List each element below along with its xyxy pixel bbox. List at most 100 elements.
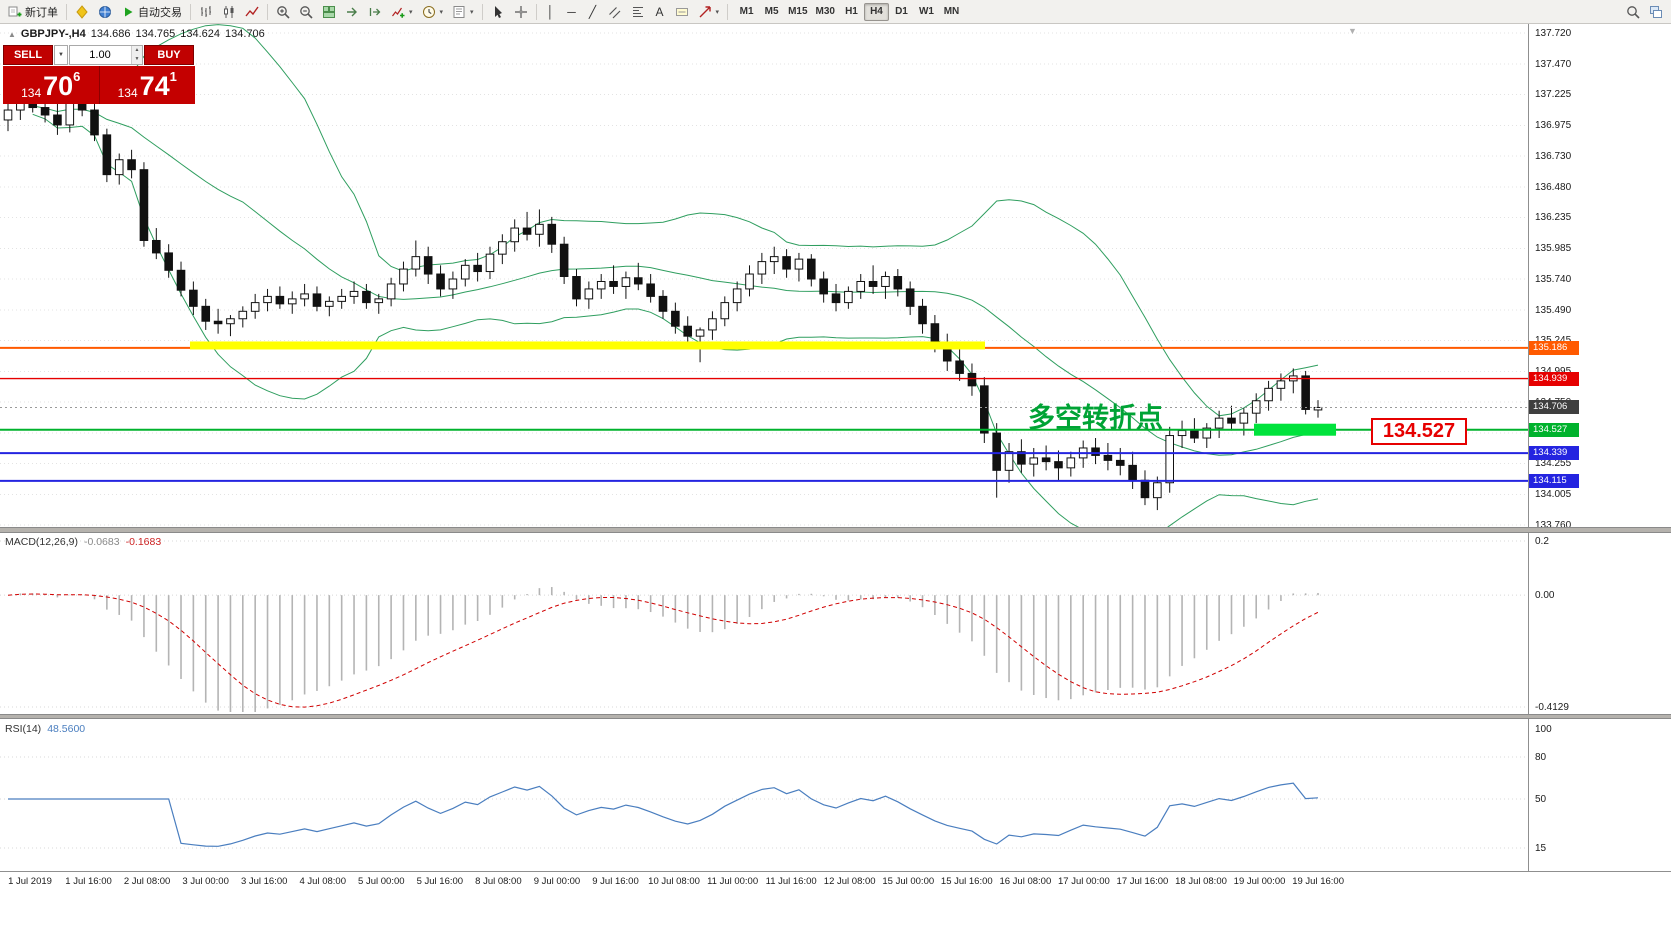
- macd-label: MACD(12,26,9) -0.0683 -0.1683: [5, 536, 161, 548]
- main-price-chart[interactable]: [0, 24, 1528, 527]
- new-order-button[interactable]: 新订单: [4, 2, 62, 22]
- tile-windows-icon: [323, 5, 335, 18]
- vertical-line-icon: │: [546, 4, 555, 19]
- candles: [3, 85, 1323, 511]
- volume-field-wrap: ▲ ▼: [69, 45, 143, 65]
- time-axis[interactable]: 1 Jul 2019 1 Jul 16:00 2 Jul 08:00 3 Jul 00…: [0, 871, 1671, 891]
- timeframe-h4[interactable]: H4: [863, 2, 889, 21]
- fibonacci-button[interactable]: [627, 2, 649, 22]
- text-button[interactable]: A: [650, 2, 670, 22]
- price-axis-label: 135.985: [1535, 243, 1572, 255]
- sell-price-prefix: 134: [21, 85, 42, 100]
- time-axis-label: 5 Jul 16:00: [416, 876, 464, 887]
- metaeditor-icon: [76, 4, 88, 19]
- volume-up-button[interactable]: ▲: [134, 47, 140, 53]
- buy-price-tile[interactable]: 134 74 1: [98, 66, 195, 104]
- time-axis-label: 15 Jul 16:00: [940, 876, 993, 887]
- zoom-in-button[interactable]: [272, 2, 294, 22]
- price-axis-label: 137.720: [1535, 27, 1572, 39]
- price-axis-label: 136.730: [1535, 150, 1572, 162]
- rsi-panel[interactable]: [0, 719, 1528, 871]
- time-axis-label: 1 Jul 16:00: [65, 876, 112, 887]
- time-axis-label: 18 Jul 08:00: [1175, 876, 1227, 887]
- price-axis[interactable]: 137.720 137.470 137.225 136.975 136.730 136.4…: [1528, 24, 1671, 871]
- volume-down-button[interactable]: ▼: [134, 56, 140, 62]
- order-type-dropdown[interactable]: ▼: [54, 45, 68, 65]
- sell-button[interactable]: SELL: [3, 45, 53, 65]
- rsi-axis-label: 80: [1535, 751, 1547, 763]
- price-axis-label: 137.470: [1535, 58, 1572, 70]
- volume-spinner: ▲ ▼: [131, 46, 142, 64]
- volume-input[interactable]: [69, 45, 143, 65]
- price-tag: 134.939: [1529, 371, 1579, 386]
- label-icon: [675, 7, 688, 16]
- time-axis-label: 5 Jul 00:00: [358, 876, 405, 887]
- highlight-band[interactable]: [1254, 423, 1336, 436]
- turning-point-annotation[interactable]: 多空转折点: [1028, 403, 1163, 433]
- timeframe-m30[interactable]: M30: [815, 6, 835, 17]
- search-button[interactable]: [1622, 2, 1644, 22]
- chevron-down-icon: ▼: [58, 52, 64, 58]
- indicators-button[interactable]: ▾: [387, 2, 417, 22]
- collapse-panel-icon[interactable]: ▲: [8, 29, 16, 39]
- timeframe-m1[interactable]: M1: [739, 6, 754, 17]
- horizontal-line-objects[interactable]: [0, 346, 1528, 482]
- new-order-button-label: 新订单: [25, 6, 58, 19]
- candlestick-chart-button[interactable]: [218, 2, 240, 22]
- chart-shift-button[interactable]: [364, 2, 386, 22]
- panel-resize-handle[interactable]: [0, 527, 1671, 533]
- macd-name: MACD(12,26,9): [5, 536, 78, 548]
- channel-button[interactable]: [604, 2, 626, 22]
- search-icon: [1627, 5, 1640, 19]
- toolbar-separator: [727, 3, 729, 20]
- rsi-label: RSI(14) 48.5600: [5, 723, 85, 735]
- arrows-button[interactable]: ▾: [694, 2, 724, 22]
- bar-chart-button[interactable]: [195, 2, 217, 22]
- line-chart-icon: [245, 6, 259, 16]
- time-axis-label: 9 Jul 00:00: [533, 876, 581, 887]
- horizontal-line-icon: ─: [567, 4, 576, 19]
- panel-resize-handle[interactable]: [0, 714, 1671, 719]
- windows-icon: [1650, 5, 1662, 18]
- timeframe-d1[interactable]: D1: [895, 6, 908, 17]
- crosshair-icon: [514, 5, 527, 18]
- trendline-button[interactable]: ╱: [583, 2, 603, 22]
- chart-shift-marker-icon[interactable]: ▼: [1348, 26, 1357, 36]
- indicators-icon: [392, 7, 405, 18]
- chevron-down-icon: ▾: [439, 8, 444, 16]
- metaeditor-button[interactable]: [71, 2, 93, 22]
- crosshair-button[interactable]: [510, 2, 532, 22]
- price-axis-label: 133.760: [1535, 519, 1572, 531]
- level-price-label[interactable]: 134.527: [1371, 418, 1467, 445]
- timeframe-h1[interactable]: H1: [845, 6, 858, 17]
- timeframe-w1[interactable]: W1: [918, 6, 934, 17]
- price-axis-label: 136.480: [1535, 181, 1572, 193]
- ohlc-open: 134.686: [90, 28, 131, 40]
- zoom-out-button[interactable]: [295, 2, 317, 22]
- horizontal-line-button[interactable]: ─: [562, 2, 582, 22]
- macd-panel[interactable]: [0, 533, 1528, 714]
- timeframe-m15[interactable]: M15: [788, 6, 808, 17]
- chevron-down-icon: ▾: [715, 8, 720, 16]
- buy-button[interactable]: BUY: [144, 45, 194, 65]
- templates-button[interactable]: ▾: [448, 2, 478, 22]
- sell-price-tile[interactable]: 134 70 6: [3, 66, 99, 104]
- periods-button[interactable]: ▾: [418, 2, 448, 22]
- highlight-band[interactable]: [190, 341, 985, 350]
- line-chart-button[interactable]: [241, 2, 263, 22]
- cursor-button[interactable]: [487, 2, 509, 22]
- timeframe-mn[interactable]: MN: [943, 6, 960, 17]
- vertical-line-button[interactable]: │: [541, 2, 561, 22]
- rsi-value: 48.5600: [47, 723, 86, 735]
- timeframe-m5[interactable]: M5: [764, 6, 779, 17]
- new-chart-button[interactable]: [1645, 2, 1667, 22]
- buy-price-prefix: 134: [117, 85, 138, 100]
- label-button[interactable]: [671, 2, 693, 22]
- rsi-name: RSI(14): [5, 723, 42, 735]
- autotrading-button[interactable]: 自动交易: [117, 2, 186, 22]
- auto-scroll-button[interactable]: [341, 2, 363, 22]
- time-axis-label: 3 Jul 00:00: [182, 876, 229, 887]
- tile-windows-button[interactable]: [318, 2, 340, 22]
- price-axis-label: 134.255: [1535, 458, 1572, 469]
- market-watch-button[interactable]: [94, 2, 116, 22]
